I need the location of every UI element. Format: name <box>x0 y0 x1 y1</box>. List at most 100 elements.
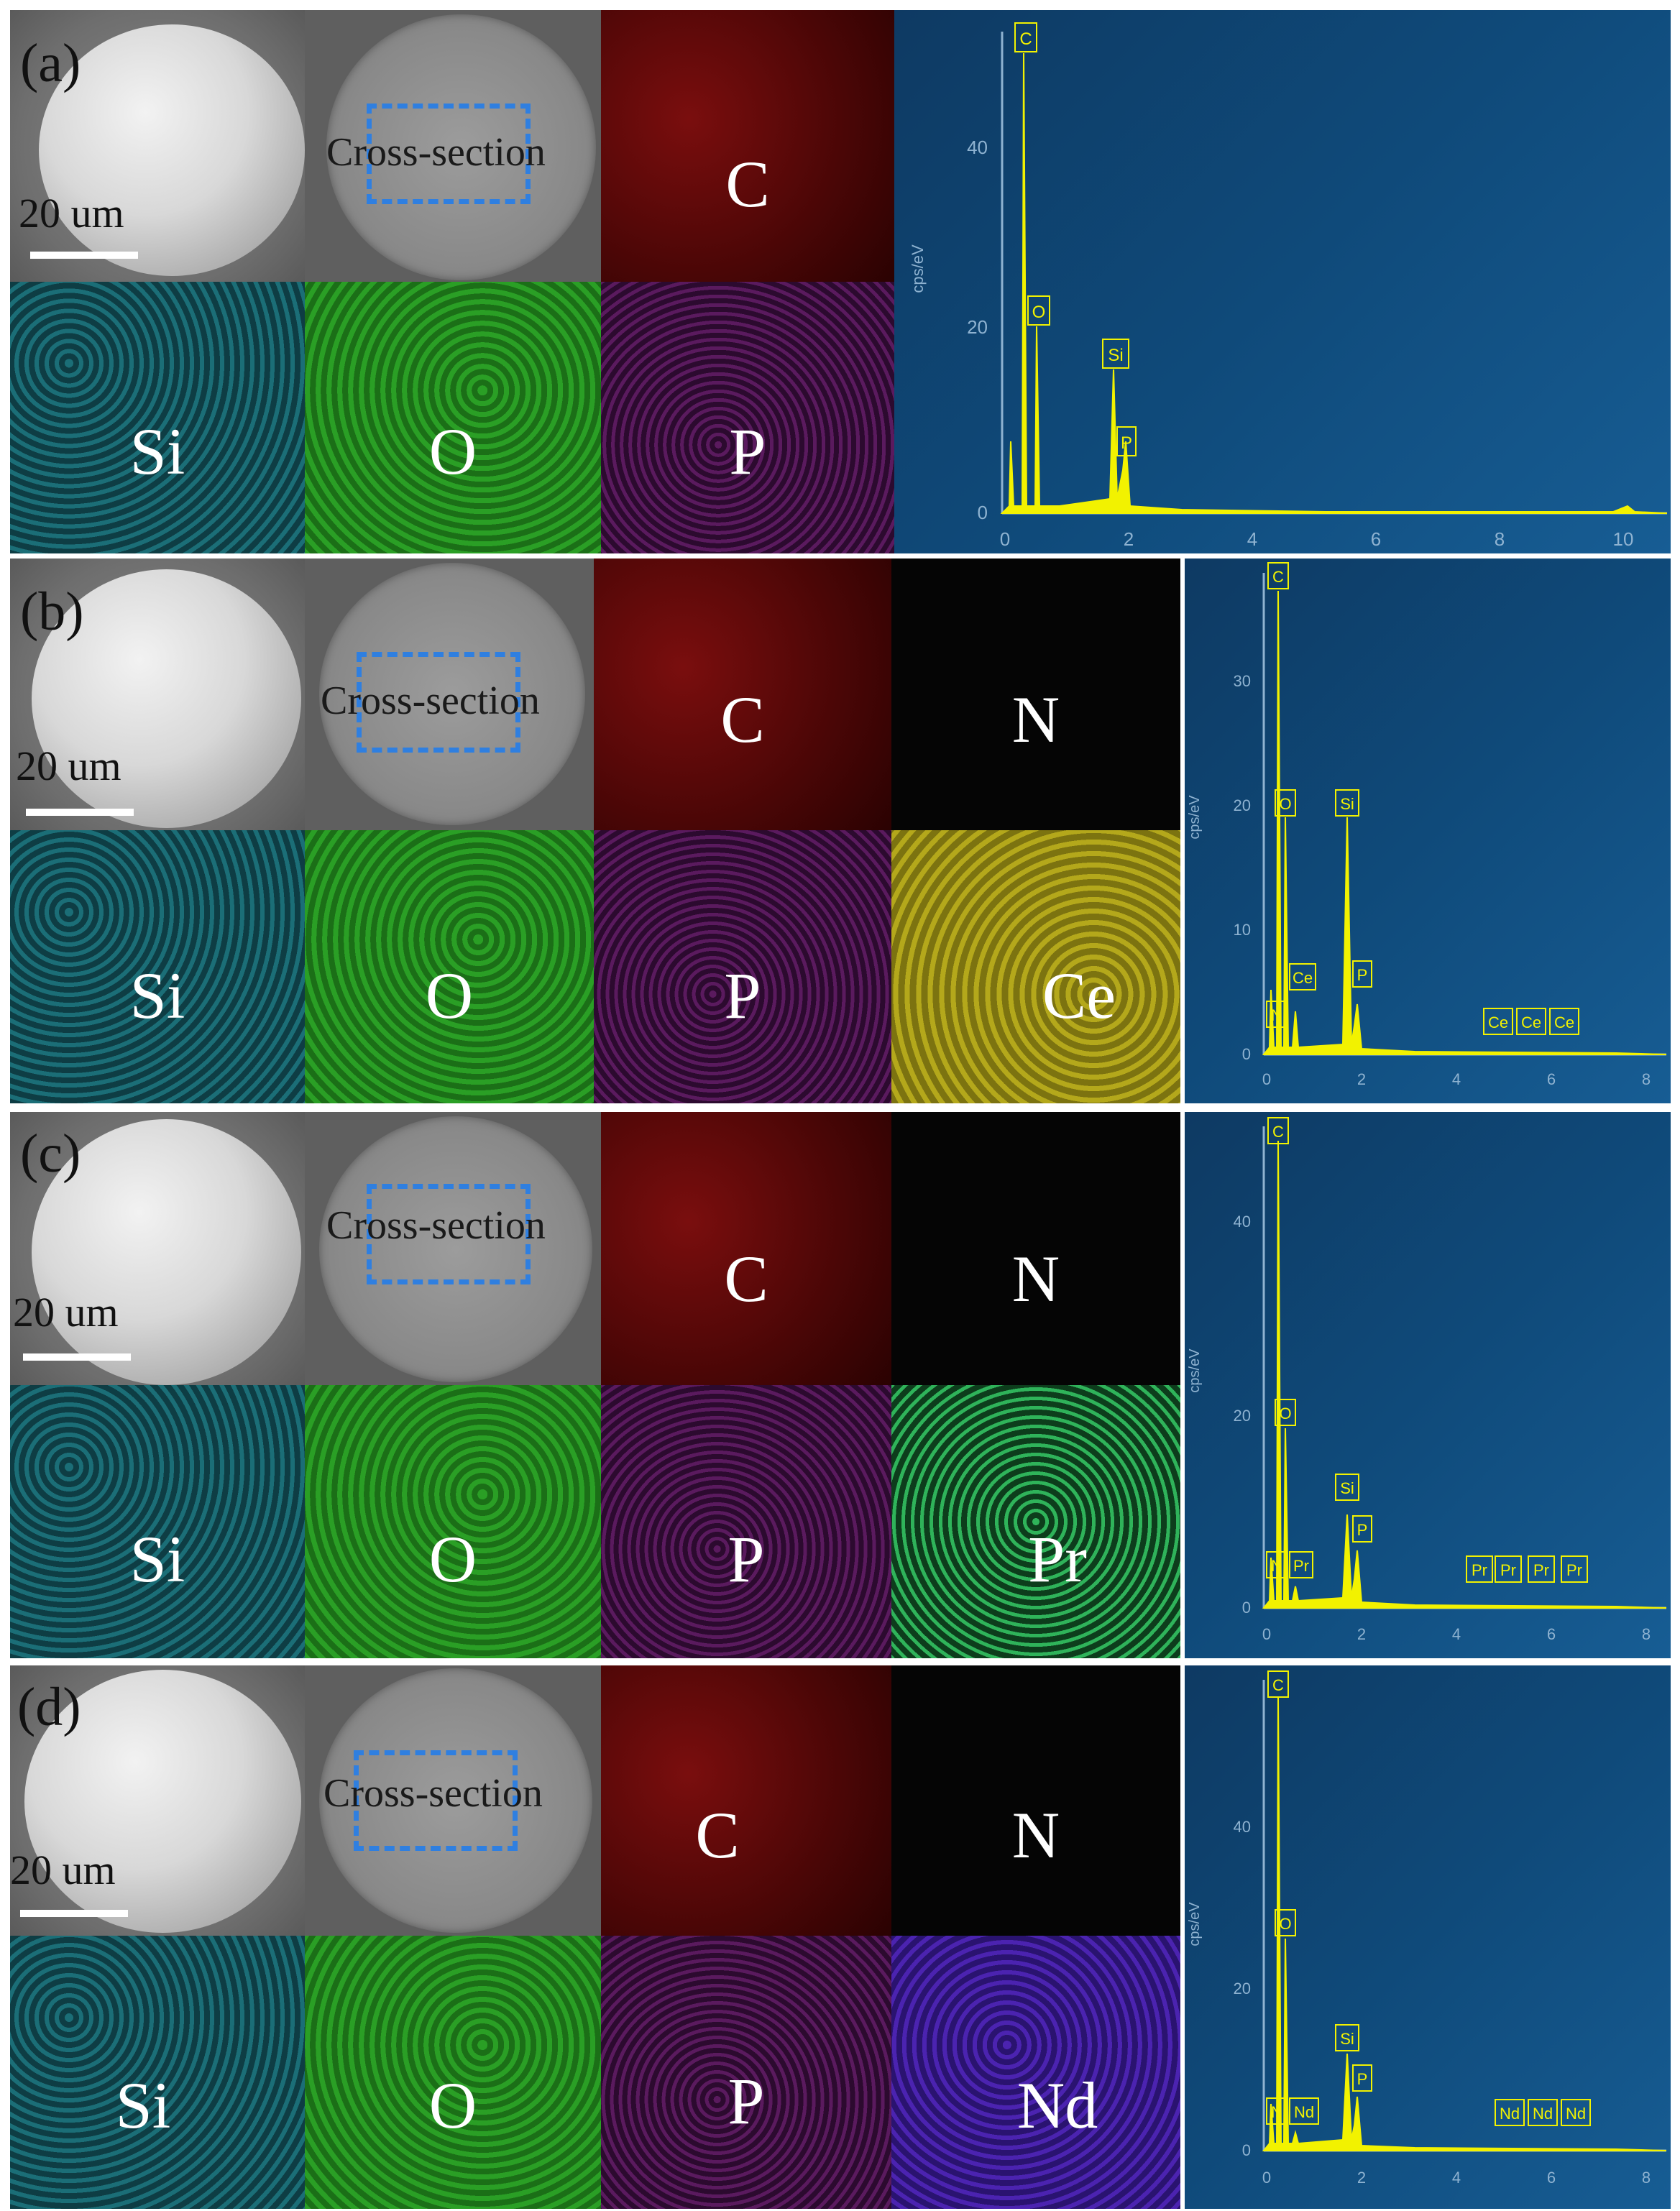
element-label: Si <box>115 2069 171 2142</box>
peak-tag-label: O <box>1032 303 1046 322</box>
peak-tag-label: Nd <box>1533 2105 1553 2123</box>
element-label: Si <box>129 959 185 1032</box>
peak-tag <box>1352 960 1372 988</box>
peak-tag-label: N <box>1271 1006 1282 1024</box>
peak-tag <box>1335 789 1359 817</box>
y-tick: 20 <box>1234 1980 1251 1998</box>
microsphere <box>24 1670 301 1933</box>
y-tick: 20 <box>967 316 988 338</box>
peak-tag <box>1561 2099 1591 2126</box>
panel-a: (a) 20 um Cross-section C Si O P cps/eV … <box>0 0 1680 553</box>
spectrum-plot: cps/eV 0 20 40 0 2 4 6 8 C O Si N Nd P N… <box>1187 1670 1667 2187</box>
cross-section-label: Cross-section <box>326 1203 546 1248</box>
peak-tag <box>1335 2024 1359 2051</box>
cross-section-disk <box>319 563 585 825</box>
element-label: C <box>695 1798 740 1872</box>
x-tick: 10 <box>1613 528 1634 550</box>
peak-tag <box>1267 562 1289 589</box>
peak-tag-label: Pr <box>1500 1561 1516 1579</box>
eds-spectrum: cps/eV 0 20 40 0 2 4 6 8 C O Si N Pr P P… <box>1185 1112 1671 1658</box>
peak-tag-label: Si <box>1340 1479 1354 1497</box>
peak-tag <box>1528 1555 1555 1583</box>
sem-sphere-image <box>10 559 305 830</box>
y-tick: 40 <box>1234 1213 1251 1231</box>
cross-section-disk <box>319 1668 592 1933</box>
element-map-Si: Si <box>10 1936 305 2209</box>
peak-tag <box>1561 1555 1588 1583</box>
y-tick: 40 <box>967 137 988 158</box>
peak-tag-label: P <box>1357 1521 1368 1539</box>
peak-tag <box>1483 1008 1513 1035</box>
cross-section-label: Cross-section <box>323 1771 543 1816</box>
peak-tag <box>1495 2099 1525 2126</box>
peak-tag-label: Pr <box>1293 1557 1309 1575</box>
y-tick: 0 <box>978 502 988 523</box>
peak-tag-label: Si <box>1108 346 1123 365</box>
peak-tag <box>1014 22 1037 52</box>
peak-tag <box>1352 2064 1372 2092</box>
peak-tag <box>1352 1515 1372 1543</box>
peak-tag <box>1027 295 1050 326</box>
y-tick: 30 <box>1234 672 1251 690</box>
peak-tag <box>1275 1909 1296 1936</box>
eds-spectrum: cps/eV 0 20 40 0 2 4 6 8 10 C O Si P <box>894 10 1671 553</box>
cross-section-label: Cross-section <box>321 679 540 723</box>
spectrum-trace <box>1262 1697 1667 2151</box>
x-tick: 4 <box>1247 528 1257 550</box>
element-map-N: N <box>891 1112 1180 1385</box>
y-tick: 20 <box>1234 796 1251 814</box>
peak-tag <box>1466 1555 1493 1583</box>
peak-tag-label: C <box>1272 1676 1284 1694</box>
sem-cross-section-image: Cross-section <box>305 1112 601 1385</box>
peak-tag-label: O <box>1279 1915 1291 1933</box>
panel-b: (b) 20 um Cross-section C N Si O P Ce cp… <box>0 557 1680 1107</box>
x-tick: 6 <box>1371 528 1381 550</box>
peak-tag <box>1549 1008 1579 1035</box>
peak-tag-label: Nd <box>1566 2105 1586 2123</box>
peak-tag <box>1528 2099 1558 2126</box>
x-tick: 4 <box>1452 1070 1461 1088</box>
scale-bar <box>23 1353 131 1361</box>
element-map-Pr: Pr <box>891 1385 1180 1658</box>
peak-tag-label: O <box>1279 795 1291 813</box>
peak-tag-label: Pr <box>1533 1561 1549 1579</box>
microsphere <box>32 569 301 828</box>
x-tick: 0 <box>1000 528 1010 550</box>
peak-tag <box>1289 1551 1313 1578</box>
element-label: Si <box>129 1522 185 1596</box>
peak-tag-label: Nd <box>1500 2105 1520 2123</box>
peak-tag <box>1266 1551 1287 1578</box>
element-label: O <box>428 2069 477 2142</box>
peak-tag-label: C <box>1272 568 1284 586</box>
peak-tag-label: Ce <box>1554 1013 1574 1031</box>
peak-tag <box>1516 1008 1546 1035</box>
y-tick: 10 <box>1234 921 1251 939</box>
y-tick: 0 <box>1242 2141 1251 2159</box>
spectrum-plot: cps/eV 0 10 20 30 0 2 4 6 8 C O Si N Ce … <box>1187 562 1667 1088</box>
peak-tag-label: Ce <box>1293 969 1313 987</box>
peak-tag <box>1289 2097 1319 2125</box>
sem-sphere-image <box>10 1112 305 1385</box>
selection-box <box>354 1750 518 1851</box>
scale-label: 20 um <box>16 743 121 789</box>
peak-tag-label: P <box>1357 2070 1368 2088</box>
element-label: Nd <box>1016 2069 1098 2142</box>
y-axis-label: cps/eV <box>1187 1348 1203 1393</box>
selection-box <box>367 104 531 204</box>
spectrum-plot: cps/eV 0 20 40 0 2 4 6 8 10 C O Si P <box>909 22 1668 550</box>
element-label: Si <box>129 415 185 488</box>
spectrum-trace <box>1000 52 1668 514</box>
scale-label: 20 um <box>13 1289 119 1336</box>
x-tick: 2 <box>1124 528 1134 550</box>
element-map-C: C <box>601 1112 891 1385</box>
panel-label: (b) <box>20 582 84 642</box>
selection-box <box>357 652 520 753</box>
x-tick: 8 <box>1642 2169 1651 2187</box>
eds-spectrum: cps/eV 0 20 40 0 2 4 6 8 C O Si N Nd P N… <box>1185 1665 1671 2209</box>
peak-tag <box>1266 2097 1287 2125</box>
element-label: O <box>428 1522 477 1596</box>
scale-bar <box>30 252 138 259</box>
x-tick: 0 <box>1262 1070 1271 1088</box>
element-map-Nd: Nd <box>891 1936 1180 2209</box>
peak-tag <box>1275 789 1296 817</box>
